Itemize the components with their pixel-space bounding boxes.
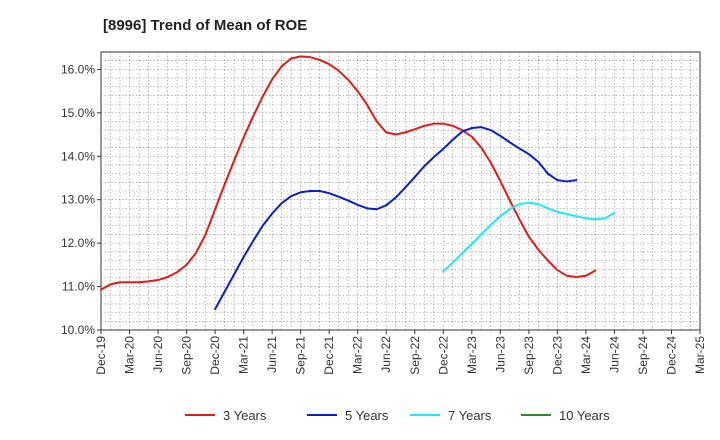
x-tick-label: Jun-24 bbox=[607, 336, 621, 373]
x-tick-label: Sep-21 bbox=[294, 336, 308, 375]
x-tick-label: Jun-21 bbox=[265, 336, 279, 373]
x-tick-label: Dec-20 bbox=[208, 336, 222, 375]
series-line-5-years bbox=[214, 126, 578, 311]
y-tick-label: 15.0% bbox=[61, 106, 95, 120]
legend-label: 7 Years bbox=[448, 408, 492, 423]
x-tick-label: Mar-25 bbox=[693, 336, 707, 374]
plot-area: 10.0% 11.0% 12.0% 13.0% 14.0% 15.0% 16.0% Dec-1… bbox=[61, 51, 707, 375]
legend: 3 Years 5 Years 7 Years 10 Years bbox=[185, 408, 610, 423]
x-tick-label: Mar-22 bbox=[351, 336, 365, 374]
y-tick-label: 12.0% bbox=[61, 236, 95, 250]
x-tick-label: Jun-20 bbox=[151, 336, 165, 373]
y-tick-label: 14.0% bbox=[61, 149, 95, 163]
y-tick-label: 16.0% bbox=[61, 62, 95, 76]
chart-title: [8996] Trend of Mean of ROE bbox=[103, 17, 307, 34]
x-tick-label: Sep-22 bbox=[408, 336, 422, 375]
x-tick-label: Sep-24 bbox=[636, 336, 650, 375]
x-tick-label: Sep-23 bbox=[522, 336, 536, 375]
legend-label: 10 Years bbox=[559, 408, 610, 423]
x-tick-label: Dec-22 bbox=[436, 336, 450, 375]
x-tick-label: Mar-24 bbox=[579, 336, 593, 374]
x-tick-label: Dec-24 bbox=[664, 336, 678, 375]
y-tick-label: 10.0% bbox=[61, 323, 95, 337]
y-tick-label: 11.0% bbox=[62, 280, 95, 294]
x-tick-label: Jun-23 bbox=[493, 336, 507, 373]
y-tick-label: 13.0% bbox=[61, 193, 95, 207]
plot-frame bbox=[100, 51, 701, 331]
x-tick-label: Mar-23 bbox=[465, 336, 479, 374]
series-line-7-years bbox=[442, 201, 616, 273]
x-tick-label: Dec-23 bbox=[550, 336, 564, 375]
x-tick-label: Jun-22 bbox=[379, 336, 393, 373]
x-tick-label: Mar-20 bbox=[123, 336, 137, 374]
x-tick-label: Sep-20 bbox=[180, 336, 194, 375]
legend-label: 3 Years bbox=[223, 408, 267, 423]
x-tick-label: Mar-21 bbox=[237, 336, 251, 374]
x-tick-label: Dec-21 bbox=[322, 336, 336, 375]
legend-label: 5 Years bbox=[345, 408, 389, 423]
x-tick-label: Dec-19 bbox=[94, 336, 108, 375]
